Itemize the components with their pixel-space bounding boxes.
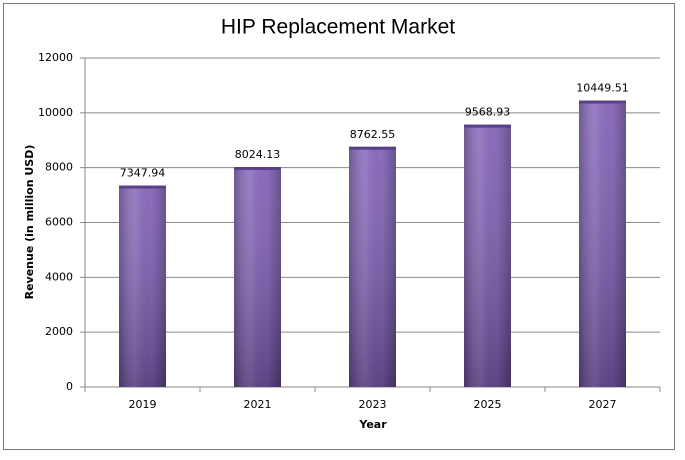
bar — [464, 124, 511, 388]
x-tick-label: 2021 — [244, 398, 272, 411]
data-label: 8762.55 — [350, 128, 396, 141]
data-label: 9568.93 — [465, 106, 511, 119]
bar — [119, 185, 166, 387]
x-tick-label: 2025 — [474, 398, 502, 411]
y-tick-label: 10000 — [38, 106, 73, 119]
chart-border — [3, 3, 675, 450]
bar — [234, 167, 281, 387]
y-axis-title: Revenue (in million USD) — [23, 145, 36, 300]
data-label: 7347.94 — [120, 167, 166, 180]
chart-title: HIP Replacement Market — [221, 16, 455, 39]
y-tick-label: 6000 — [45, 216, 73, 229]
bar — [579, 100, 626, 387]
y-tick-label: 4000 — [45, 270, 73, 283]
y-tick-label: 0 — [66, 380, 73, 393]
y-tick-label: 12000 — [38, 51, 73, 64]
x-tick-label: 2019 — [129, 398, 157, 411]
x-axis-title: Year — [358, 418, 387, 431]
x-tick-label: 2027 — [589, 398, 617, 411]
y-tick-label: 2000 — [45, 325, 73, 338]
data-label: 10449.51 — [576, 82, 629, 95]
y-tick-label: 8000 — [45, 161, 73, 174]
data-label: 8024.13 — [235, 148, 281, 161]
x-tick-label: 2023 — [359, 398, 387, 411]
bar — [349, 146, 396, 387]
